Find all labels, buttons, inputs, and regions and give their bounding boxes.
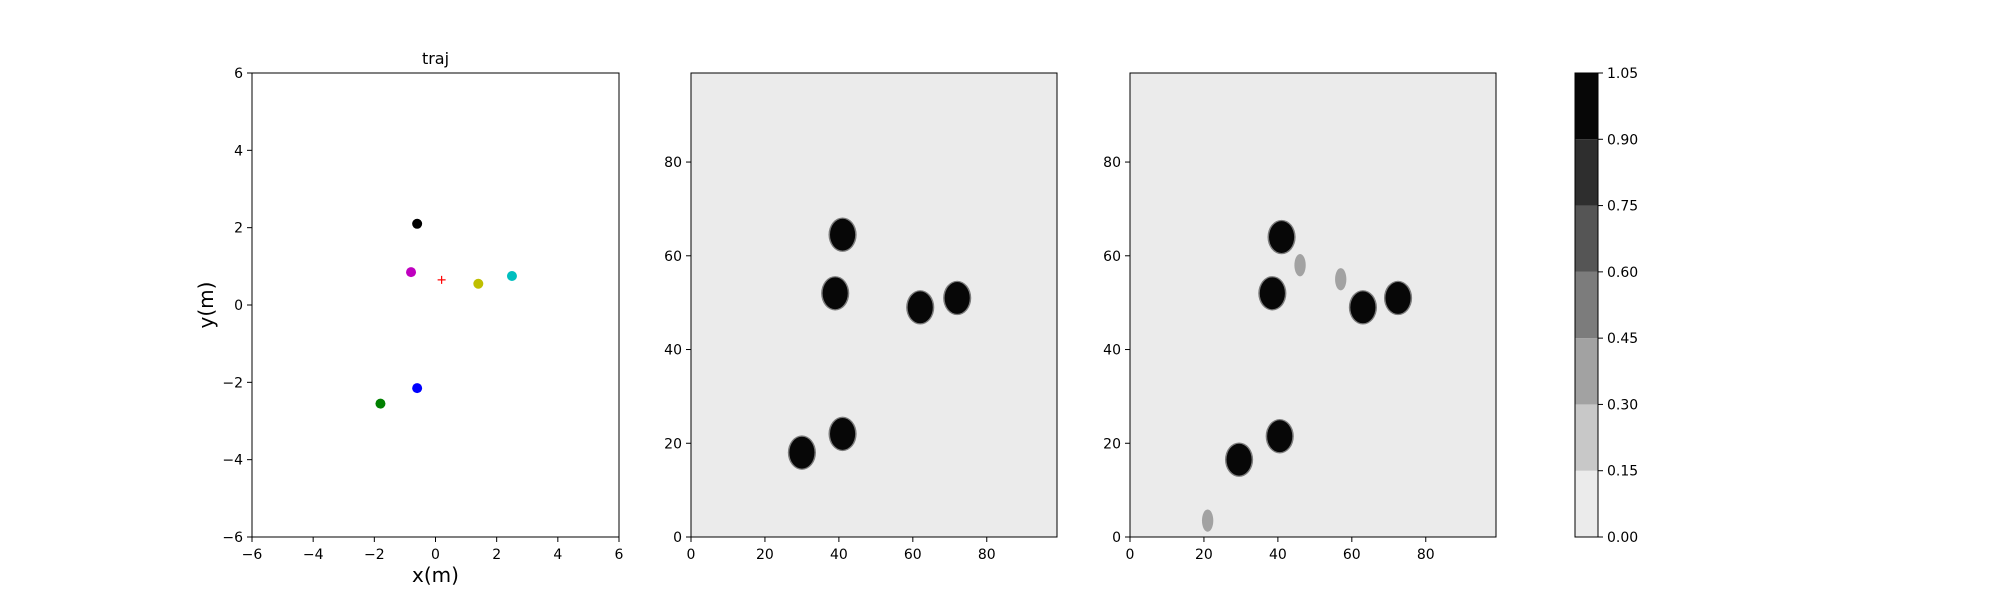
colorbar-tick-label: 0.15 bbox=[1607, 464, 1638, 480]
heatmap-2-x-tick-label: 40 bbox=[1269, 547, 1287, 563]
traj-ylabel: y(m) bbox=[194, 282, 218, 329]
heatmap-2-blob bbox=[1385, 282, 1411, 314]
colorbar-tick-label: 0.00 bbox=[1607, 530, 1638, 546]
heatmap-2-frame bbox=[1129, 72, 1497, 538]
heatmap-1-panel: 0 20 40 60 80 0 20 40 60 80 bbox=[664, 72, 1058, 563]
scatter-point bbox=[375, 398, 386, 409]
heatmap-1-x-tick-label: 60 bbox=[904, 547, 922, 563]
traj-title: traj bbox=[422, 49, 449, 68]
heatmap-1-blob bbox=[822, 277, 848, 310]
heatmap-2-y-tick-label: 20 bbox=[1103, 436, 1121, 452]
heatmap-2-panel: 0 20 40 60 80 0 20 40 60 80 bbox=[1103, 72, 1497, 563]
heatmap-1-blob bbox=[830, 218, 856, 251]
colorbar-tick-label: 0.75 bbox=[1607, 199, 1638, 215]
colorbar-segment bbox=[1575, 205, 1598, 272]
heatmap-2-faint-blob bbox=[1201, 509, 1214, 532]
heatmap-1-blob bbox=[944, 282, 970, 314]
traj-x-tick-label: −2 bbox=[364, 547, 385, 563]
colorbar: 0.00 0.15 0.30 0.45 0.60 0.75 0.90 1.05 bbox=[1574, 66, 1638, 546]
colorbar-segment bbox=[1575, 73, 1598, 140]
heatmap-2-y-tick-label: 0 bbox=[1112, 530, 1121, 546]
colorbar-tick-label: 0.30 bbox=[1607, 397, 1638, 413]
traj-points bbox=[375, 218, 517, 409]
heatmap-2-x-tick-label: 0 bbox=[1126, 547, 1135, 563]
heatmap-2-blob bbox=[1259, 277, 1285, 310]
heatmap-1-y-tick-label: 80 bbox=[664, 155, 682, 171]
traj-frame bbox=[251, 72, 620, 538]
traj-y-tick-label: 4 bbox=[234, 143, 243, 159]
colorbar-segment bbox=[1575, 470, 1598, 537]
scatter-point bbox=[412, 383, 423, 394]
heatmap-1-x-tick-label: 40 bbox=[830, 547, 848, 563]
traj-y-tick-label: −4 bbox=[222, 453, 243, 469]
heatmap-1-y-tick-label: 60 bbox=[664, 249, 682, 265]
traj-y-tick-label: 6 bbox=[234, 66, 243, 82]
heatmap-2-blob bbox=[1267, 420, 1293, 453]
traj-x-tick-label: 4 bbox=[553, 547, 562, 563]
heatmap-1-y-tick-label: 40 bbox=[664, 343, 682, 359]
plus-marker bbox=[437, 275, 446, 284]
colorbar-segment bbox=[1575, 139, 1598, 206]
colorbar-tick-label: 1.05 bbox=[1607, 66, 1638, 82]
traj-xlabel: x(m) bbox=[412, 563, 459, 587]
heatmap-2-x-tick-label: 20 bbox=[1195, 547, 1213, 563]
heatmap-2-blob bbox=[1269, 221, 1295, 253]
heatmap-2-x-tick-label: 60 bbox=[1343, 547, 1361, 563]
heatmap-1-frame bbox=[690, 72, 1058, 538]
colorbar-segment bbox=[1575, 271, 1598, 339]
heatmap-2-blobs bbox=[1201, 219, 1413, 532]
heatmap-2-faint-blob bbox=[1294, 254, 1306, 277]
colorbar-tick-label: 0.45 bbox=[1607, 331, 1638, 347]
colorbar-tick-label: 0.90 bbox=[1607, 132, 1638, 148]
traj-x-tick-label: 2 bbox=[492, 547, 501, 563]
heatmap-1-ticks: 0 20 40 60 80 0 20 40 60 80 bbox=[664, 155, 995, 563]
scatter-point bbox=[473, 278, 484, 289]
traj-y-tick-label: −2 bbox=[222, 375, 243, 391]
heatmap-1-blob bbox=[789, 436, 815, 469]
colorbar-frame bbox=[1574, 72, 1599, 538]
heatmap-1-x-tick-label: 20 bbox=[756, 547, 774, 563]
traj-x-tick-label: −4 bbox=[303, 547, 324, 563]
traj-x-tick-label: 0 bbox=[431, 547, 440, 563]
heatmap-1-blob bbox=[907, 291, 933, 324]
heatmap-1-blobs bbox=[787, 217, 972, 470]
heatmap-1-background bbox=[691, 73, 1057, 537]
heatmap-1-y-tick-label: 0 bbox=[673, 530, 682, 546]
heatmap-1-y-tick-label: 20 bbox=[664, 436, 682, 452]
heatmap-2-blob bbox=[1226, 443, 1252, 476]
colorbar-tick-label: 0.60 bbox=[1607, 265, 1638, 281]
heatmap-2-y-tick-label: 60 bbox=[1103, 249, 1121, 265]
traj-y-tick-label: −6 bbox=[222, 530, 243, 546]
heatmap-1-blob bbox=[830, 417, 856, 450]
traj-x-tick-label: 6 bbox=[615, 547, 624, 563]
scatter-point bbox=[506, 271, 517, 281]
heatmap-2-y-tick-label: 40 bbox=[1103, 343, 1121, 359]
traj-ticks: −6 −4 −2 0 2 4 6 −6 −4 −2 0 2 4 6 bbox=[222, 66, 623, 563]
colorbar-segments bbox=[1575, 73, 1598, 537]
traj-plot-area bbox=[252, 73, 619, 537]
heatmap-2-faint-blob bbox=[1335, 268, 1347, 291]
heatmap-2-blob bbox=[1350, 291, 1376, 324]
traj-x-tick-label: −6 bbox=[242, 547, 263, 563]
heatmap-2-background bbox=[1130, 73, 1496, 537]
traj-y-tick-label: 0 bbox=[234, 298, 243, 314]
scatter-point bbox=[412, 218, 423, 229]
heatmap-2-x-tick-label: 80 bbox=[1417, 547, 1435, 563]
heatmap-2-ticks: 0 20 40 60 80 0 20 40 60 80 bbox=[1103, 155, 1434, 563]
heatmap-1-x-tick-label: 80 bbox=[978, 547, 996, 563]
traj-panel: traj x(m) y(m) −6 −4 −2 0 2 4 6 −6 −4 −2 0 2 4 6 bbox=[194, 49, 624, 587]
heatmap-1-x-tick-label: 0 bbox=[687, 547, 696, 563]
colorbar-ticks: 0.00 0.15 0.30 0.45 0.60 0.75 0.90 1.05 bbox=[1598, 66, 1638, 546]
scatter-point bbox=[406, 267, 417, 278]
traj-y-tick-label: 2 bbox=[234, 221, 243, 237]
colorbar-segment bbox=[1575, 404, 1598, 471]
colorbar-segment bbox=[1575, 338, 1598, 405]
heatmap-2-y-tick-label: 80 bbox=[1103, 155, 1121, 171]
